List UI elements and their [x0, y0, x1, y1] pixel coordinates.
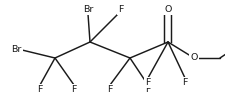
- Text: F: F: [145, 78, 150, 87]
- Text: O: O: [164, 5, 171, 14]
- Text: F: F: [182, 78, 187, 87]
- Text: F: F: [71, 85, 76, 94]
- Text: O: O: [189, 54, 197, 62]
- Text: Br: Br: [11, 45, 22, 55]
- Text: F: F: [145, 85, 150, 94]
- Text: F: F: [117, 5, 123, 14]
- Text: Br: Br: [82, 5, 93, 14]
- Text: F: F: [37, 85, 43, 94]
- Text: F: F: [107, 85, 112, 94]
